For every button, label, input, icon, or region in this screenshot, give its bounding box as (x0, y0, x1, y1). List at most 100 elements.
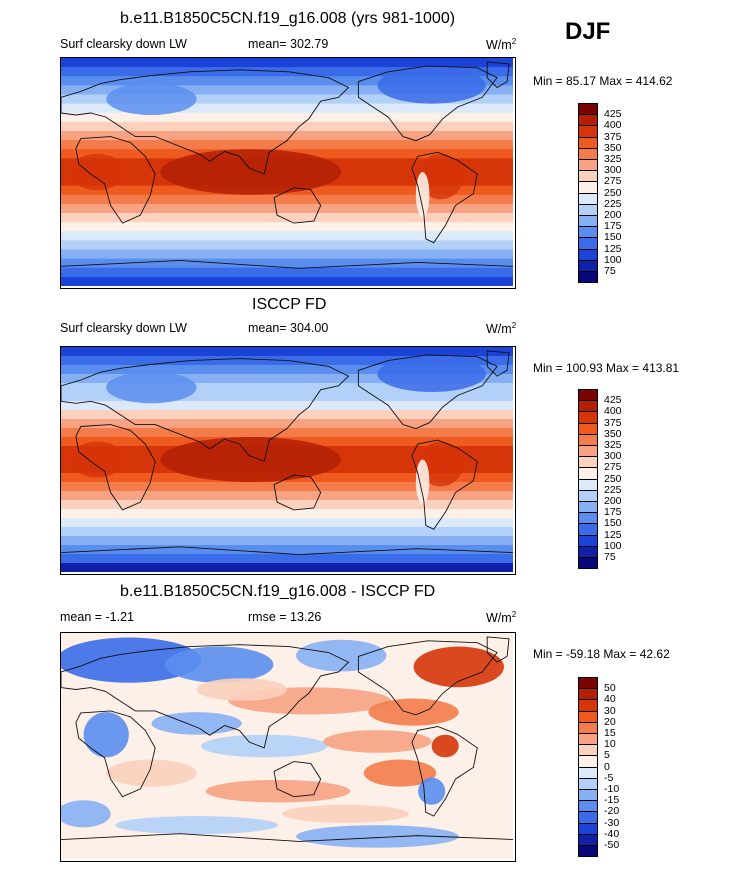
latitude-band (61, 374, 513, 384)
coastline-eurasia (61, 358, 350, 463)
colorbar-tick-label: 40 (604, 693, 616, 706)
colorbar-tick-label: 125 (604, 528, 622, 541)
panel3-mean-label: mean = -1.21 (60, 610, 135, 624)
colorbar-tick-label: 225 (604, 483, 622, 496)
latitude-band (61, 85, 513, 95)
colorbar-tick-label: 5 (604, 749, 610, 762)
warm-pool (160, 437, 342, 482)
colorbar-tick-label: 30 (604, 704, 616, 717)
panel2-minmax: Min = 100.93 Max = 413.81 (533, 361, 680, 375)
latitude-band (61, 527, 513, 537)
coastline-eurasia (61, 644, 350, 749)
africa-warm (70, 441, 125, 478)
anomaly-blob (296, 825, 459, 848)
latitude-band (61, 554, 513, 564)
colorbar-box (578, 845, 598, 858)
colorbar-tick-label: 0 (604, 760, 610, 773)
tibet-cold (106, 83, 197, 115)
andes-cool (415, 459, 430, 505)
latitude-band (61, 563, 513, 572)
latitude-band (61, 365, 513, 375)
colorbar-tick-label: 200 (604, 495, 622, 507)
anomaly-blob (164, 646, 274, 683)
colorbar-tick-label: 400 (604, 405, 622, 418)
colorbar-tick-label: 300 (604, 450, 622, 463)
latitude-band (61, 213, 513, 223)
anomaly-blob (323, 730, 432, 753)
latitude-band (61, 509, 513, 519)
latitude-band (61, 231, 513, 241)
anomaly-blob (418, 777, 446, 805)
panel1-mean-label: mean= 302.79 (248, 37, 329, 51)
colorbar-tick-label: 275 (604, 175, 622, 188)
latitude-band (61, 536, 513, 546)
panel1-units: W/m2 (486, 37, 517, 53)
colorbar-tick-label: 100 (604, 253, 622, 266)
latitude-band (61, 194, 513, 205)
colorbar-tick-label: 325 (604, 439, 622, 451)
colorbar-tick-label: -15 (604, 794, 620, 807)
latitude-band (61, 58, 513, 68)
coastline-greenland (486, 61, 510, 89)
colorbar-tick-label: 75 (604, 265, 616, 277)
latitude-band (61, 112, 513, 123)
latitude-band (61, 94, 513, 105)
panel2-units: W/m2 (486, 321, 517, 337)
coastline-africa (75, 710, 156, 798)
colorbar-tick-label: 50 (604, 682, 616, 695)
colorbar-tick-label: -30 (604, 816, 620, 829)
colorbar-tick-label: 350 (604, 427, 622, 440)
panel2-title: ISCCP FD (252, 296, 327, 313)
latitude-band (61, 76, 513, 86)
latitude-band (61, 482, 513, 492)
coastline-north-america (357, 640, 498, 716)
coastline-south-america (411, 151, 478, 244)
colorbar-tick-label: 300 (604, 164, 622, 177)
panel2-variable-label: Surf clearsky down LW (60, 321, 187, 335)
coastline-north-america (357, 65, 498, 142)
colorbar-tick-label: -10 (604, 783, 620, 795)
latitude-band (61, 419, 513, 429)
latitude-band (61, 392, 513, 402)
latitude-band (61, 347, 513, 357)
latitude-band (61, 222, 513, 232)
latitude-band (61, 249, 513, 260)
latitude-band (61, 401, 513, 411)
colorbar-tick-label: 200 (604, 209, 622, 221)
latitude-band (61, 491, 513, 501)
panel2-mean-label: mean= 304.00 (248, 321, 329, 335)
latitude-band (61, 121, 513, 132)
latitude-band (61, 428, 513, 438)
coastline-antarctica (61, 546, 513, 555)
latitude-band (61, 267, 513, 278)
anomaly-blob (106, 759, 197, 787)
coastline-africa (75, 424, 156, 511)
colorbar-tick-label: 20 (604, 715, 616, 728)
panel3-minmax: Min = -59.18 Max = 42.62 (533, 647, 670, 661)
amazon-warm (418, 441, 464, 487)
latitude-band (61, 383, 513, 393)
colorbar-box (578, 557, 598, 570)
anomaly-blob (413, 646, 504, 688)
panel3-units: W/m2 (486, 610, 517, 626)
andes-cool (415, 172, 430, 218)
north-america-cold (377, 67, 486, 104)
latitude-band (61, 500, 513, 510)
colorbar-tick-label: 275 (604, 461, 622, 474)
panel1-minmax: Min = 85.17 Max = 414.62 (533, 74, 673, 88)
field-svg (61, 347, 513, 572)
coastline-africa (75, 136, 156, 224)
latitude-band (61, 130, 513, 141)
anomaly-blob (368, 698, 459, 726)
colorbar-tick-label: 375 (604, 130, 622, 143)
anomaly-blob (282, 804, 410, 823)
latitude-band (61, 545, 513, 555)
panel1-title: b.e11.B1850C5CN.f19_g16.008 (yrs 981-100… (120, 10, 456, 27)
anomaly-blob (431, 734, 459, 758)
latitude-band (61, 203, 513, 214)
latitude-band (61, 276, 513, 286)
anomaly-blob (363, 759, 437, 787)
colorbar-tick-label: 425 (604, 394, 622, 407)
coastline-south-america (411, 726, 478, 817)
anomaly-blob (151, 712, 242, 735)
